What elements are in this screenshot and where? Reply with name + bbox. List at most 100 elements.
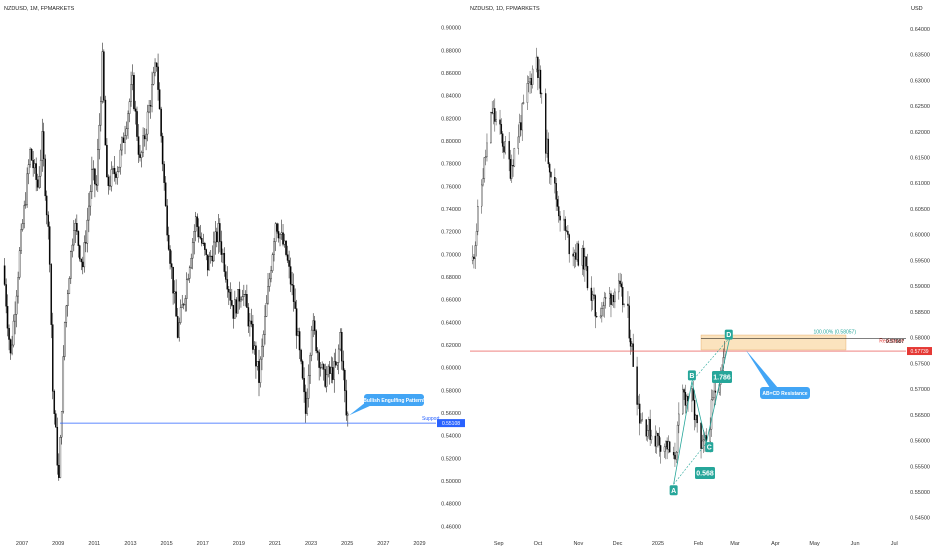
daily-candle-body (540, 70, 541, 94)
monthly-candle-body (273, 242, 274, 255)
monthly-candle-body (239, 289, 240, 301)
daily-candle-body (509, 141, 510, 159)
abcd-point-c: C (705, 442, 713, 452)
daily-candle-body (622, 287, 623, 305)
daily-candle-body (665, 441, 666, 447)
daily-y-tick-label: 0.57500 (910, 361, 930, 367)
monthly-x-tick-label: 2021 (269, 541, 281, 547)
monthly-candle-body (305, 392, 306, 414)
daily-candle-body (685, 392, 686, 405)
monthly-candle-body (263, 334, 264, 346)
daily-candle-body (518, 137, 519, 148)
monthly-candle-body (185, 299, 186, 305)
monthly-y-tick-label: 0.70000 (441, 252, 461, 258)
monthly-candle-body (153, 73, 154, 84)
monthly-candle-body (39, 176, 40, 187)
monthly-candle-body (192, 242, 193, 258)
abcd-point-text: A (671, 488, 676, 495)
monthly-candle-body (307, 398, 308, 413)
monthly-x-tick-label: 2009 (52, 541, 64, 547)
daily-candle-body (558, 207, 559, 216)
monthly-candle-body (266, 303, 267, 316)
monthly-y-tick-label: 0.68000 (441, 275, 461, 281)
monthly-candle-body (45, 159, 46, 196)
monthly-candle-body (302, 361, 303, 378)
monthly-candle-body (323, 364, 324, 369)
monthly-candle-body (206, 250, 207, 255)
monthly-y-tick-label: 0.60000 (441, 366, 461, 372)
monthly-candle-body (281, 233, 282, 235)
monthly-candle-body (64, 322, 65, 356)
monthly-candle-body (40, 160, 41, 176)
daily-candle-body (701, 423, 702, 449)
resistance-level-label: 0.57987 (886, 339, 904, 345)
daily-candle-body (503, 146, 504, 152)
monthly-candle-body (118, 167, 119, 172)
monthly-candle-body (70, 252, 71, 279)
monthly-candle-body (188, 278, 189, 279)
daily-candle-body (536, 57, 537, 69)
monthly-candle-body (234, 300, 235, 319)
monthly-candle-body (180, 308, 181, 323)
daily-candle-body (686, 396, 687, 405)
daily-y-tick-label: 0.54500 (910, 516, 930, 522)
monthly-candle-body (343, 361, 344, 370)
monthly-candle-body (293, 285, 294, 301)
monthly-candle-body (109, 186, 110, 187)
abcd-ratio-text: 1.786 (713, 375, 731, 382)
daily-candle-body (637, 367, 638, 405)
daily-candle-body (510, 159, 511, 178)
monthly-candle-body (295, 302, 296, 309)
monthly-candle-body (55, 414, 56, 427)
daily-x-tick-label: Oct (534, 541, 543, 547)
monthly-candle-body (347, 414, 348, 415)
daily-candle-body (627, 304, 628, 306)
monthly-y-tick-label: 0.82000 (441, 116, 461, 122)
monthly-y-tick-label: 0.86000 (441, 71, 461, 77)
daily-y-tick-label: 0.58500 (910, 310, 930, 316)
daily-candle-body (711, 400, 712, 430)
daily-candle-body (527, 83, 528, 103)
monthly-candle-body (14, 314, 15, 321)
monthly-candle-body (22, 224, 23, 230)
abcd-point-text: C (707, 445, 712, 452)
monthly-x-tick-label: 2023 (305, 541, 317, 547)
monthly-candle-body (57, 427, 58, 465)
monthly-candle-body (31, 149, 32, 160)
daily-candle-body (511, 165, 512, 178)
daily-candle-body (715, 391, 716, 392)
monthly-candle-body (87, 220, 88, 243)
daily-candle-body (560, 216, 561, 220)
daily-candle-body (595, 295, 596, 316)
monthly-candle-body (340, 332, 341, 349)
monthly-candle-body (328, 367, 329, 375)
monthly-candle-body (96, 184, 97, 185)
monthly-candle-body (66, 306, 67, 323)
monthly-candle-body (36, 163, 37, 179)
daily-y-tick-label: 0.61000 (910, 181, 930, 187)
monthly-candle-body (61, 412, 62, 438)
abcd-point-text: D (726, 332, 731, 339)
daily-candle-body (630, 338, 631, 346)
monthly-x-tick-label: 2025 (341, 541, 353, 547)
monthly-candle-body (60, 437, 61, 477)
monthly-candle-body (135, 109, 136, 112)
daily-candle-body (677, 425, 678, 452)
daily-candle-body (669, 442, 670, 452)
daily-price-axis-label: USD (911, 6, 923, 12)
daily-candle-body (537, 57, 538, 78)
monthly-y-tick-label: 0.66000 (441, 298, 461, 304)
daily-candle-body (647, 430, 648, 436)
monthly-candle-body (164, 164, 165, 183)
daily-candle-body (514, 148, 515, 166)
daily-x-tick-label: Jul (891, 541, 898, 547)
daily-chart-title: NZDUSD, 1D, FPMARKETS (470, 6, 540, 12)
monthly-candle-body (331, 367, 332, 373)
monthly-candle-body (257, 361, 258, 366)
monthly-candle-body (248, 307, 249, 326)
monthly-candle-body (308, 376, 309, 399)
monthly-candle-body (200, 237, 201, 238)
monthly-candle-body (172, 267, 173, 293)
monthly-candle-body (11, 345, 12, 353)
monthly-candle-body (233, 305, 234, 318)
